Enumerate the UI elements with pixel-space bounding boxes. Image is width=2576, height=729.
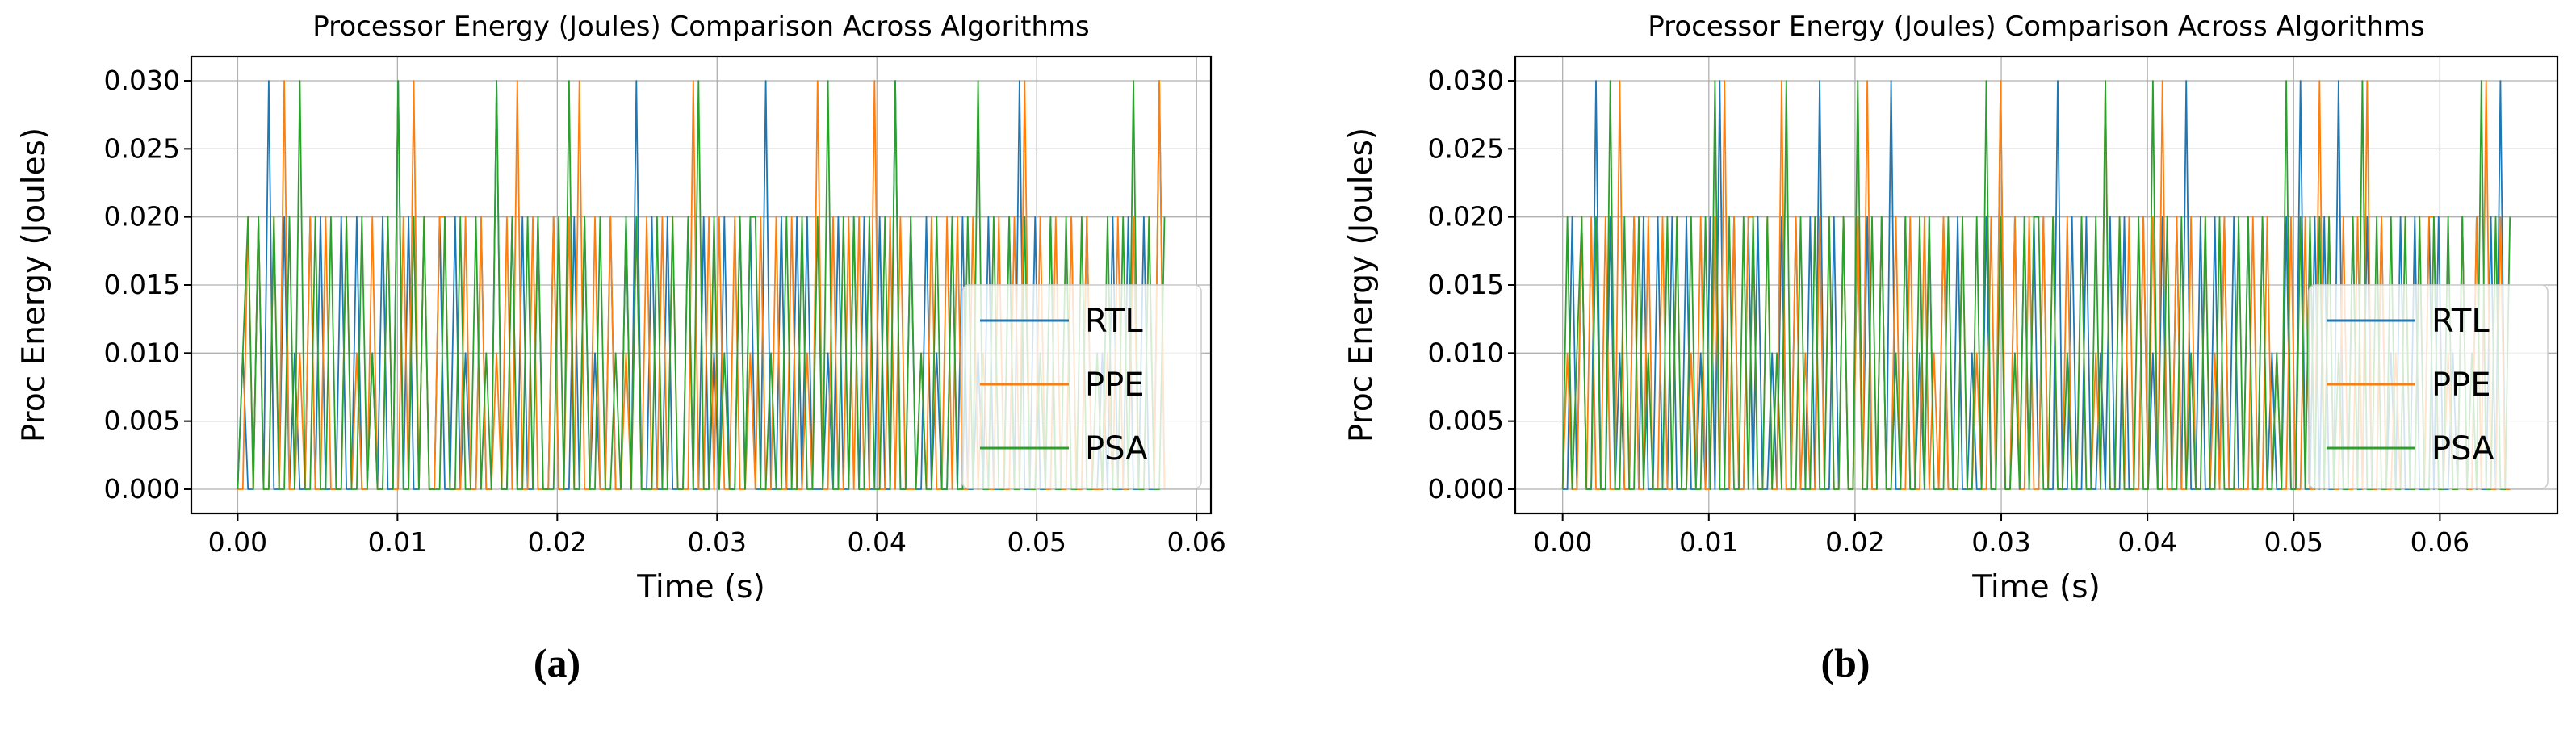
- subfigure-a-caption: (a): [533, 640, 581, 685]
- y-tick-label: 0.000: [1428, 473, 1504, 505]
- y-tick-label: 0.020: [1428, 201, 1504, 233]
- x-tick-label: 0.06: [1167, 526, 1225, 558]
- legend-box: [961, 284, 1202, 489]
- y-tick-label: 0.005: [104, 405, 180, 437]
- y-tick-label: 0.010: [104, 337, 180, 368]
- x-axis-label: Time (s): [1971, 569, 2101, 605]
- x-tick-label: 0.00: [208, 526, 267, 558]
- tick-marks: [184, 80, 1198, 521]
- legend-label-rtl: RTL: [2431, 303, 2490, 340]
- x-tick-label: 0.04: [2117, 526, 2176, 558]
- y-tick-label: 0.030: [1428, 65, 1504, 96]
- x-tick-label: 0.02: [528, 526, 587, 558]
- legend: RTL PPE PSA: [2308, 284, 2549, 489]
- x-tick-label: 0.00: [1533, 526, 1592, 558]
- legend: RTL PPE PSA: [961, 284, 1202, 489]
- x-tick-label: 0.03: [688, 526, 747, 558]
- x-tick-label: 0.04: [848, 526, 907, 558]
- y-tick-labels: 0.000 0.005 0.010 0.015 0.020 0.025 0.030: [104, 65, 180, 505]
- x-tick-label: 0.03: [1971, 526, 2030, 558]
- y-tick-label: 0.005: [1428, 405, 1504, 437]
- legend-label-ppe: PPE: [1085, 367, 1145, 404]
- subfigure-b: 0.00 0.01 0.02 0.03 0.04 0.05 0.06 0.000 0.005 0.…: [1288, 0, 2576, 729]
- x-tick-label: 0.06: [2411, 526, 2469, 558]
- series-line-ppe: [1561, 80, 2511, 490]
- legend-label-rtl: RTL: [1085, 303, 1143, 340]
- legend-label-psa: PSA: [2431, 430, 2494, 467]
- series-line-psa: [1561, 80, 2511, 490]
- x-tick-labels: 0.00 0.01 0.02 0.03 0.04 0.05 0.06: [208, 526, 1226, 558]
- y-axis-label: Proc Energy (Joules): [16, 128, 52, 442]
- x-tick-label: 0.05: [2264, 526, 2323, 558]
- chart-title: Processor Energy (Joules) Comparison Acr…: [312, 10, 1089, 43]
- y-axis-label: Proc Energy (Joules): [1343, 128, 1380, 442]
- y-tick-label: 0.015: [1428, 269, 1504, 300]
- chart-title: Processor Energy (Joules) Comparison Acr…: [1648, 10, 2424, 43]
- y-tick-labels: 0.000 0.005 0.010 0.015 0.020 0.025 0.030: [1428, 65, 1504, 505]
- legend-label-ppe: PPE: [2431, 367, 2491, 404]
- x-tick-label: 0.02: [1825, 526, 1884, 558]
- x-axis-label: Time (s): [636, 569, 765, 605]
- series-line-psa: [237, 80, 1166, 490]
- y-tick-label: 0.025: [104, 132, 180, 164]
- x-tick-label: 0.01: [1679, 526, 1738, 558]
- x-tick-labels: 0.00 0.01 0.02 0.03 0.04 0.05 0.06: [1533, 526, 2469, 558]
- y-tick-label: 0.010: [1428, 337, 1504, 368]
- x-tick-label: 0.05: [1007, 526, 1066, 558]
- x-tick-label: 0.01: [368, 526, 427, 558]
- legend-box: [2308, 284, 2549, 489]
- y-tick-label: 0.020: [104, 201, 180, 233]
- subfigure-b-caption: (b): [1820, 640, 1870, 685]
- line-chart-a: 0.00 0.01 0.02 0.03 0.04 0.05 0.060.0000.0050.…: [16, 10, 1226, 605]
- y-tick-label: 0.000: [104, 473, 180, 505]
- legend-label-psa: PSA: [1085, 430, 1148, 467]
- y-tick-label: 0.025: [1428, 132, 1504, 164]
- y-tick-label: 0.030: [104, 65, 180, 96]
- y-tick-label: 0.015: [104, 269, 180, 300]
- subfigure-a: 0.00 0.01 0.02 0.03 0.04 0.05 0.06 0.000 0.005 0.…: [16, 10, 1226, 685]
- line-chart-b: 0.00 0.01 0.02 0.03 0.04 0.05 0.060.0000.0050.…: [1343, 10, 2559, 605]
- tick-marks: [1508, 80, 2441, 521]
